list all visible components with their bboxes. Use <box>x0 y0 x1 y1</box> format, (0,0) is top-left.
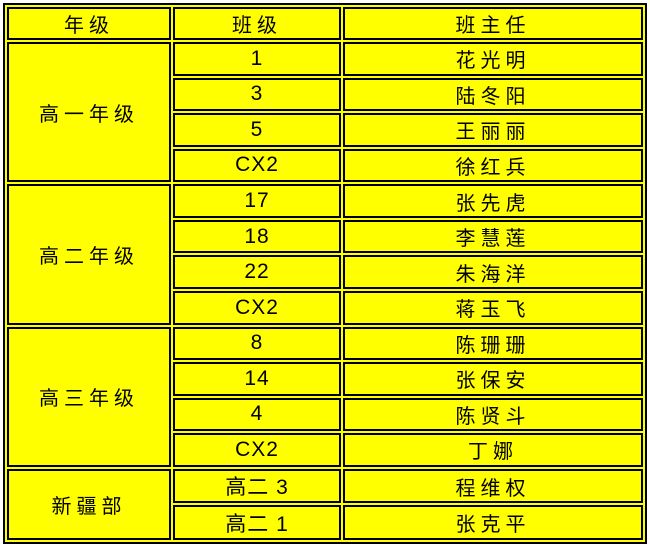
teacher-cell: 张先虎 <box>343 184 643 218</box>
teacher-cell: 程维权 <box>343 468 643 504</box>
teacher-cell: 陈贤斗 <box>343 397 643 432</box>
grade-cell: 新疆部 <box>7 468 171 540</box>
class-cell: CX2 <box>173 433 341 467</box>
class-cell: 18 <box>173 219 341 254</box>
header-grade: 年级 <box>7 7 171 40</box>
grade-cell: 高三年级 <box>7 326 171 467</box>
header-row: 年级 班级 班主任 <box>7 7 643 40</box>
grade-cell: 高二年级 <box>7 184 171 325</box>
teacher-cell: 花光明 <box>343 42 643 76</box>
teacher-cell: 陆冬阳 <box>343 77 643 112</box>
class-cell: CX2 <box>173 290 341 325</box>
class-cell: 1 <box>173 42 341 76</box>
teacher-cell: 王丽丽 <box>343 113 643 147</box>
table-row: 高二 1 张克平 <box>7 505 643 540</box>
teacher-cell: 张保安 <box>343 362 643 396</box>
header-class: 班级 <box>173 7 341 40</box>
teacher-cell: 徐红兵 <box>343 148 643 183</box>
class-cell: CX2 <box>173 148 341 183</box>
class-cell: 高二 1 <box>173 505 341 540</box>
teacher-cell: 张克平 <box>343 505 643 540</box>
table-row: 22 朱海洋 <box>7 255 643 289</box>
class-cell: 高二 3 <box>173 468 341 504</box>
table-body: 高一年级 1 花光明 3 陆冬阳 5 王丽丽 CX2 徐红兵 高二年级 17 张先虎 18 李慧莲 22 朱海… <box>7 42 643 540</box>
table-row: 3 陆冬阳 <box>7 77 643 112</box>
class-cell: 5 <box>173 113 341 147</box>
teacher-cell: 丁娜 <box>343 433 643 467</box>
table-row: CX2 丁娜 <box>7 433 643 467</box>
class-teacher-table: 年级 班级 班主任 高一年级 1 花光明 3 陆冬阳 5 王丽丽 CX2 徐红兵 高二年级 17 张先… <box>3 3 647 544</box>
class-cell: 3 <box>173 77 341 112</box>
table-row: 18 李慧莲 <box>7 219 643 254</box>
teacher-cell: 朱海洋 <box>343 255 643 289</box>
header-teacher: 班主任 <box>343 7 643 40</box>
table-row: 新疆部 高二 3 程维权 <box>7 468 643 540</box>
teacher-cell: 陈珊珊 <box>343 326 643 361</box>
table-row: 5 王丽丽 <box>7 113 643 147</box>
class-cell: 8 <box>173 326 341 361</box>
class-cell: 4 <box>173 397 341 432</box>
teacher-cell: 李慧莲 <box>343 219 643 254</box>
table-row: 4 陈贤斗 <box>7 397 643 432</box>
class-cell: 17 <box>173 184 341 218</box>
table-row: CX2 徐红兵 <box>7 148 643 183</box>
table-row: 高二年级 17 张先虎 <box>7 184 643 325</box>
class-cell: 22 <box>173 255 341 289</box>
table-row: CX2 蒋玉飞 <box>7 290 643 325</box>
teacher-cell: 蒋玉飞 <box>343 290 643 325</box>
table-row: 高一年级 1 花光明 <box>7 42 643 183</box>
table-row: 14 张保安 <box>7 362 643 396</box>
class-cell: 14 <box>173 362 341 396</box>
grade-cell: 高一年级 <box>7 42 171 183</box>
table-row: 高三年级 8 陈珊珊 <box>7 326 643 467</box>
